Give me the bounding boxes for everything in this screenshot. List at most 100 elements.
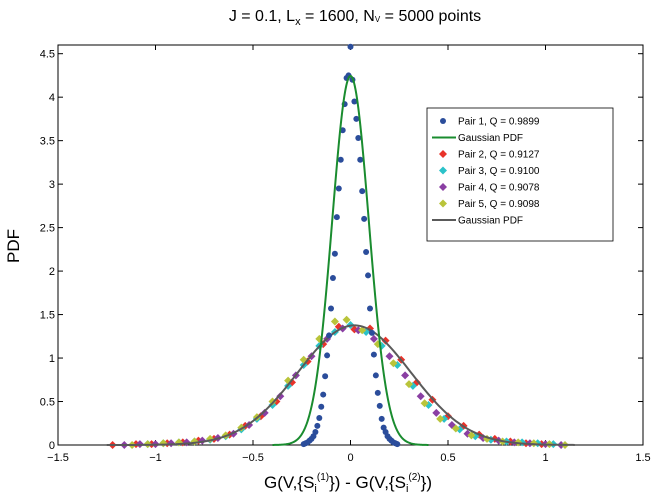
x-tick-label: −0.5: [242, 452, 264, 464]
legend-item: Gaussian PDF: [432, 216, 523, 227]
data-point: [353, 115, 360, 122]
y-tick-label: 1.5: [40, 310, 55, 322]
xlabel-sub1: i: [314, 483, 316, 495]
x-axis-label: G(V,{Si(1)}) - G(V,{Si(2)}): [264, 472, 432, 495]
series-2: [272, 74, 429, 446]
legend-item: Pair 2, Q = 0.9127: [439, 150, 540, 161]
xlabel-sup2: (2): [408, 472, 420, 483]
legend-marker: [439, 183, 447, 191]
data-point: [372, 372, 379, 379]
data-point: [378, 415, 385, 422]
y-tick-label: 3.5: [40, 136, 55, 148]
data-point: [312, 428, 319, 435]
data-point: [326, 332, 333, 339]
title-sub: x: [295, 16, 301, 28]
data-point: [363, 248, 370, 255]
xlabel-p1: G(V,{S: [264, 473, 314, 492]
data-point: [320, 391, 327, 398]
y-tick-label: 1: [49, 353, 55, 365]
data-point: [436, 414, 445, 423]
x-tick-label: 0.5: [440, 452, 455, 464]
legend-label: Gaussian PDF: [458, 216, 523, 227]
data-point: [333, 214, 340, 221]
data-point: [337, 156, 344, 163]
data-point: [316, 415, 323, 422]
gaussian-curve: [106, 324, 575, 446]
x-tick-label: 1: [542, 452, 548, 464]
data-point: [351, 98, 358, 105]
y-tick-label: 4: [49, 92, 55, 104]
title-suffix: = 5000 points: [380, 8, 481, 25]
data-point: [318, 403, 325, 410]
x-tick-label: 1.5: [635, 452, 650, 464]
y-tick-label: 0.5: [40, 397, 55, 409]
legend-box: [426, 107, 614, 242]
legend-label: Pair 2, Q = 0.9127: [458, 150, 540, 161]
data-point: [361, 215, 368, 222]
legend-item: Pair 5, Q = 0.9098: [439, 199, 540, 210]
xlabel-sub2: i: [406, 483, 408, 495]
data-point: [355, 135, 362, 142]
data-point: [335, 185, 342, 192]
title-middle: = 1600, N: [301, 8, 375, 25]
data-point: [451, 424, 460, 433]
data-point: [369, 334, 378, 343]
data-point: [467, 431, 476, 440]
data-point: [342, 315, 351, 324]
data-point: [322, 373, 329, 380]
data-point: [405, 380, 413, 389]
data-point: [347, 43, 354, 50]
data-point: [370, 351, 377, 358]
legend-item: Pair 3, Q = 0.9100: [439, 166, 540, 177]
chart-title: J = 0.1, Lx = 1600, NV = 5000 points: [229, 8, 481, 28]
legend-label: Gaussian PDF: [458, 133, 523, 144]
y-axis-label: PDF: [4, 229, 23, 263]
data-point: [331, 250, 338, 257]
legend-marker: [439, 199, 447, 208]
title-prefix: J = 0.1, L: [229, 8, 295, 25]
plot-area: −1.5 −1 −0.5 0 0.5 1 1.5 0 0.5 1 1.5 2 2.5 3 3.5 4 4.5: [40, 43, 651, 464]
legend-marker: [440, 118, 446, 124]
data-point: [376, 402, 383, 409]
y-tick-label: 3: [49, 179, 55, 191]
legend-label: Pair 1, Q = 0.9899: [458, 117, 540, 128]
gaussian-curve: [272, 74, 429, 446]
legend-item: Pair 1, Q = 0.9899: [440, 117, 540, 128]
legend-marker: [439, 150, 447, 158]
y-tick-label: 4.5: [40, 49, 55, 61]
series-1: [300, 43, 401, 448]
data-point: [324, 352, 331, 359]
data-point: [394, 441, 401, 448]
y-tick-label: 0: [49, 440, 55, 452]
data-point: [359, 188, 366, 195]
data-point: [329, 275, 336, 282]
data-point: [385, 352, 394, 361]
data-point: [416, 392, 425, 401]
data-point: [314, 422, 321, 429]
data-point: [365, 272, 372, 279]
xlabel-p2: }) - G(V,{S: [329, 473, 406, 492]
title-sub2: V: [375, 15, 381, 24]
series-7: [106, 324, 575, 446]
legend: Pair 1, Q = 0.9899 Gaussian PDF Pair 2, Q …: [426, 107, 614, 242]
legend-item: Gaussian PDF: [432, 133, 523, 144]
data-point: [276, 392, 285, 401]
data-point: [381, 336, 390, 345]
axis-ticks: −1.5 −1 −0.5 0 0.5 1 1.5 0 0.5 1 1.5 2 2.5 3 3.5 4 4.5: [40, 45, 651, 464]
y-tick-label: 2.5: [40, 223, 55, 235]
xlabel-sup1: (1): [317, 472, 329, 483]
series-layer: [106, 43, 575, 449]
legend-label: Pair 4, Q = 0.9078: [458, 183, 540, 194]
data-point: [330, 317, 339, 326]
data-point: [420, 399, 429, 408]
data-point: [367, 305, 373, 312]
data-point: [357, 156, 364, 163]
legend-item: Pair 4, Q = 0.9078: [439, 183, 540, 194]
data-point: [432, 408, 441, 417]
data-point: [328, 305, 334, 312]
data-point: [368, 329, 375, 336]
y-tick-label: 2: [49, 266, 55, 278]
legend-marker: [439, 166, 447, 175]
